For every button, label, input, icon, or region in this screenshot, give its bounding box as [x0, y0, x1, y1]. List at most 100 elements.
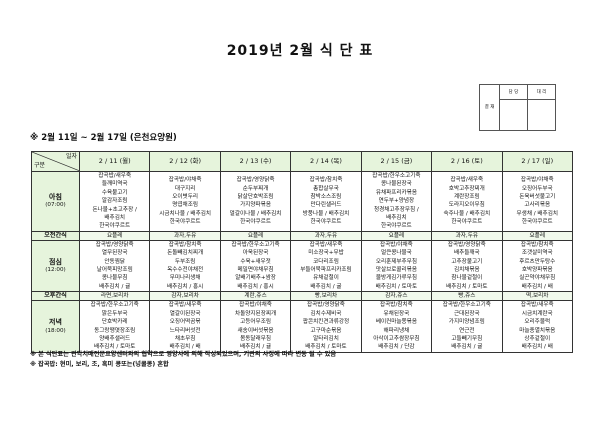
menu-item: 잡곡밥/참치죽	[168, 241, 202, 248]
menu-item: 호박고추장찌개	[448, 185, 485, 192]
table-header-row: 일자 구분 2 / 11 (월) 2 / 12 (화) 2 / 13 (수) 2 / …	[31, 151, 574, 172]
menu-item: 유채된장국	[383, 310, 410, 317]
menu-cell: 잡곡밥/새우죽 호박고추장찌개 계란장조림 도라지오이무침 숙주나물 / 배추김치 한국야…	[431, 171, 503, 232]
meal-row: 아침 (07:00) 잡곡밥/새우죽 들깨미역국 수육불고기 알감자조림 돈나물+초고추장 …	[31, 171, 574, 232]
menu-item: 한국야쿠르트	[380, 223, 412, 230]
menu-item: 무미나리생채	[169, 275, 201, 282]
row-label: 저녁 (18:00)	[31, 300, 80, 353]
menu-item: 유채파프리카볶음	[375, 189, 417, 196]
snack-cell: 감자,보리차	[149, 291, 221, 302]
page-title: 2019년 2월 식 단 표	[226, 43, 374, 59]
approval-sign-manager[interactable]	[499, 99, 528, 131]
menu-item: 김치채볶음	[453, 267, 480, 274]
menu-item: 순두부찌개	[242, 185, 269, 192]
menu-item: 단호박카레	[101, 319, 128, 326]
menu-item: 한국야쿠르트	[240, 219, 271, 226]
menu-item: 잡곡밥/참치죽	[309, 177, 343, 184]
menu-item: 배추김치 / 토마토	[305, 344, 347, 351]
row-label-time: (12:00)	[45, 267, 66, 274]
menu-item: 숙주나물 / 배추김치	[443, 210, 491, 217]
menu-item: 배추김치 / 홍시	[166, 283, 204, 290]
menu-item: 고구마순볶음	[310, 327, 342, 334]
menu-item: 참나물겉절이	[451, 275, 483, 282]
menu-cell: 잡곡밥/새우죽 미소장국+무밥 코다리조림 부들어묵파프리카조림 유채겉절이 배추김치 /…	[290, 239, 362, 293]
menu-item: 배추김치 / 토마토	[375, 283, 418, 290]
menu-item: 잡곡밥/야채죽	[168, 177, 202, 184]
menu-cell: 잡곡밥/한우소고기죽 맑은두부국 단호박카레 동그랑땡엿장조림 양배추샐러드 배추김치 /…	[78, 300, 151, 353]
day-header: 2 / 12 (화)	[149, 151, 221, 172]
snack-cell: 떡,보리차	[501, 291, 574, 302]
note-line: ※ 잡곡밥: 현미, 보리, 조, 흑미 콩또는(넝쿨콩) 혼합	[30, 361, 169, 368]
menu-item: 콩나물된장국	[380, 181, 412, 188]
menu-item: 배추들깨국	[453, 250, 480, 257]
menu-item: 잡곡밥/새우죽	[520, 302, 554, 309]
menu-item: 새송이버섯볶음	[237, 327, 274, 334]
menu-item: 잡곡밥/새우죽	[98, 173, 132, 179]
menu-item: 차돌양지된장찌개	[234, 310, 277, 317]
menu-item: 만다린샐러드	[310, 202, 342, 209]
menu-item: 잡곡밥/영양닭죽	[307, 302, 345, 309]
menu-item: 배추김치 / 단감	[378, 344, 415, 351]
menu-cell: 잡곡밥/참치죽 조갯살미역국 후르츠만두탕수 호박양파볶음 실곤약야채무침 배추김치 / …	[501, 239, 574, 293]
menu-item: 시금치나물 / 배추김치	[159, 210, 212, 217]
approval-sign-assistant[interactable]	[527, 99, 556, 131]
day-header: 2 / 16 (토)	[431, 151, 503, 172]
menu-item: 콩나물무침	[101, 275, 128, 282]
menu-cell: 잡곡밥/참치죽 유채된장국 베이컨마늘쫑볶음 해파리냉채 아삭이고추쌈장무침 배추김치 /…	[360, 300, 433, 353]
menu-item: 얼큰콩나물국	[380, 250, 412, 257]
menu-item: 메밀면야채무침	[237, 267, 274, 274]
menu-item: 잡곡밥/새우죽	[309, 241, 343, 248]
snack-cell: 요플레	[501, 230, 574, 241]
menu-item: 미소장국+무밥	[308, 250, 344, 257]
menu-cell: 잡곡밥/영양닭죽 순두부찌개 닭살단호박조림 가지양파볶음 얼갈이나물 / 배추김치 한국…	[219, 171, 292, 232]
menu-item: 상추겉절이	[524, 335, 551, 342]
menu-item: 청경채고추장무침 /	[373, 206, 419, 213]
day-header: 2 / 17 (일)	[501, 151, 574, 172]
menu-item: 잡곡밥/참치죽	[520, 241, 554, 248]
row-label-time: (07:00)	[45, 202, 66, 209]
menu-item: 잡곡밥/새우죽	[168, 302, 202, 309]
menu-item: 배추김치 / 귤	[239, 344, 272, 351]
approval-box: 결 재 담 당 대 리	[479, 84, 556, 131]
menu-item: 시금치계란국	[521, 310, 553, 317]
menu-item: 맑은두부국	[101, 310, 128, 317]
menu-cell: 잡곡밥/영양닭죽 열무된장국 안동찜닭 날어묵피망조림 콩나물무침 배추김치 / 귤	[78, 239, 151, 293]
approval-col-assistant: 대 리	[527, 84, 556, 100]
snack-cell: 과자,두유	[149, 230, 221, 241]
menu-cell: 잡곡밥/참치죽 돈돌빼김치찌개 두부조림 옥수수전야채전 무미나리생채 배추김치 / 홍시	[149, 239, 221, 293]
snack-cell: 빵,쥬스	[431, 291, 503, 302]
menu-item: 배추김치 / 귤	[451, 344, 483, 351]
menu-item: 들깨미역국	[101, 181, 128, 188]
menu-item: 유채겉절이	[313, 275, 339, 282]
menu-cell: 잡곡밥/새우죽 시금치계란국 오리주물럭 마늘종멸치볶음 상추겉절이 배추김치 / 배	[501, 300, 574, 353]
menu-item: 봄동달래무침	[240, 335, 271, 342]
row-label-name: 오후간식	[44, 292, 67, 300]
day-header: 2 / 14 (목)	[290, 151, 362, 172]
menu-item: 돈돌빼김치찌개	[167, 250, 204, 257]
snack-row: 오전간식 요플레 과자,두유 요플레 과자,두유 요플레 과자,두유 요플레	[31, 230, 574, 241]
menu-item: 계란장조림	[453, 194, 480, 201]
menu-item: 열갈이된장국	[169, 310, 201, 317]
period-subtitle: ※ 2월 11일 ~ 2월 17일 (은천요양원)	[30, 133, 177, 143]
menu-cell: 잡곡밥/한우소고기죽 콩나물된장국 유채파프리카볶음 연두부+양념장 청경채고추장무침 …	[360, 171, 433, 232]
menu-item: 얼갈이나물 / 배추김치	[229, 210, 282, 217]
menu-item: 마늘종멸치볶음	[519, 327, 556, 334]
snack-cell: 과자,두유	[431, 230, 503, 241]
row-label-name: 점심	[49, 257, 62, 266]
menu-item: 실곤약야채무침	[519, 275, 556, 282]
meal-table: 일자 구분 2 / 11 (월) 2 / 12 (화) 2 / 13 (수) 2 / …	[31, 151, 574, 353]
menu-item: 물방게김가루무침	[375, 275, 417, 282]
menu-cell: 잡곡밥/야채죽 차돌양지된장찌개 고등어무조림 새송이버섯볶음 봄동달래무침 배추김치 /…	[219, 300, 292, 353]
menu-item: 연두부+양념장	[378, 198, 415, 205]
menu-item: 옥수수전야채전	[167, 267, 204, 274]
menu-item: 배추김치	[104, 215, 125, 222]
menu-item: 무생채 / 배추김치	[516, 210, 558, 217]
menu-item: 호박양파볶음	[521, 267, 553, 274]
menu-item: 오징어두부국	[521, 185, 553, 192]
menu-item: 배추김치 / 배	[521, 344, 553, 351]
corner-cell: 일자 구분	[31, 151, 80, 172]
menu-item: 돈나물+초고추장 /	[92, 206, 137, 213]
menu-item: 배추김치	[386, 215, 407, 222]
row-label: 아침 (07:00)	[31, 171, 80, 232]
menu-cell: 잡곡밥/한우소고기죽 아욱된장국 수육+새우젓 메밀면야채무침 알배기배추+쌈장 배추김치…	[219, 239, 292, 293]
